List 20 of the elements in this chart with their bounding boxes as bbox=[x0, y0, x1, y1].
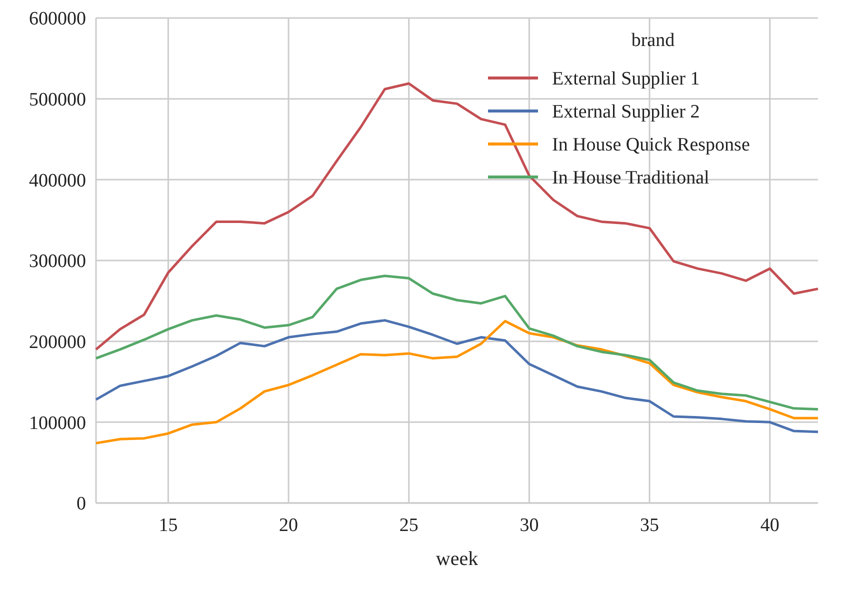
legend-label: In House Traditional bbox=[552, 168, 710, 189]
x-axis-title: week bbox=[436, 548, 478, 570]
x-tick-label: 25 bbox=[399, 515, 418, 536]
x-tick-label: 35 bbox=[640, 515, 660, 536]
legend-label: In House Quick Response bbox=[552, 134, 750, 156]
y-tick-label: 100000 bbox=[29, 412, 86, 434]
x-tick-label: 15 bbox=[158, 515, 178, 536]
x-tick-label: 40 bbox=[760, 515, 780, 536]
y-tick-label: 400000 bbox=[29, 170, 86, 192]
legend-label: External Supplier 2 bbox=[552, 102, 700, 123]
line-series bbox=[94, 274, 820, 410]
y-tick-label: 600000 bbox=[29, 8, 86, 30]
y-tick-label: 0 bbox=[76, 494, 86, 515]
x-tick-label: 30 bbox=[520, 515, 539, 536]
x-tick-label: 20 bbox=[279, 515, 298, 536]
y-tick-label: 500000 bbox=[29, 89, 86, 110]
legend-title: brand bbox=[631, 30, 676, 51]
legend-label: External Supplier 1 bbox=[552, 68, 700, 90]
y-tick-label: 300000 bbox=[29, 251, 86, 272]
y-tick-label: 200000 bbox=[29, 332, 86, 353]
